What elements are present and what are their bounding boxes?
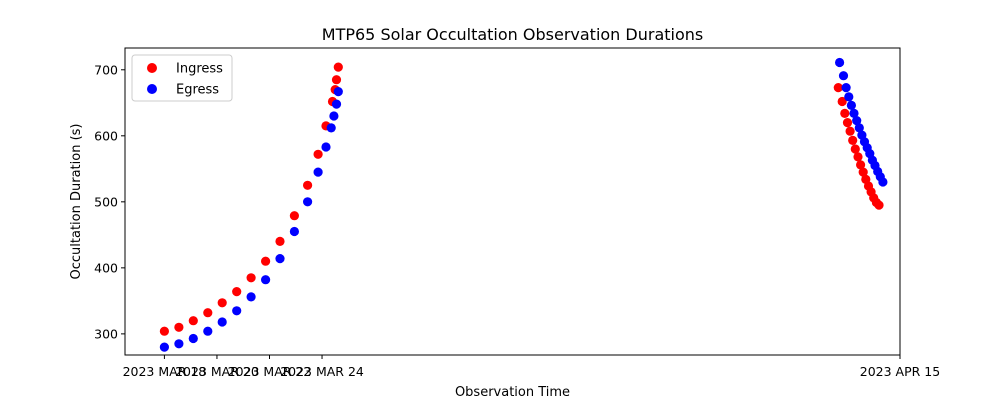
x-tick-label-0: 2023 MAR 18 (123, 364, 207, 379)
egress-point-16 (333, 87, 343, 97)
plot-frame (124, 47, 901, 356)
legend-label-ingress: Ingress (176, 62, 223, 77)
x-tick-label-4: 2023 APR 15 (860, 364, 940, 379)
y-axis-label: Occultation Duration (s) (69, 124, 84, 280)
egress-point-2 (188, 333, 198, 344)
egress-point-0 (159, 342, 169, 352)
legend-box (131, 54, 233, 102)
legend-marker-egress (147, 84, 157, 94)
ingress-point-4 (217, 298, 227, 308)
ingress-point-5 (232, 287, 242, 297)
y-tick-label-300: 300 (94, 326, 118, 341)
legend-marker-ingress (147, 63, 157, 73)
egress-point-17 (835, 57, 845, 68)
ingress-point-18 (837, 96, 847, 107)
egress-point-8 (275, 254, 285, 264)
ingress-point-2 (188, 316, 198, 326)
ingress-point-8 (275, 236, 285, 246)
egress-point-6 (246, 292, 256, 302)
egress-point-19 (841, 83, 851, 93)
egress-point-9 (289, 226, 299, 237)
egress-point-12 (321, 142, 331, 152)
egress-point-23 (852, 116, 862, 126)
egress-point-13 (326, 123, 336, 133)
ingress-point-26 (858, 167, 868, 177)
egress-point-4 (217, 317, 227, 327)
y-tick-label-700: 700 (94, 62, 118, 77)
ingress-point-0 (159, 326, 169, 336)
ingress-point-32 (874, 200, 884, 210)
y-tick-label-500: 500 (94, 194, 118, 209)
egress-point-3 (203, 326, 213, 336)
ingress-point-20 (842, 118, 853, 128)
ingress-point-16 (333, 62, 343, 72)
ingress-point-3 (203, 308, 213, 318)
chart-title: MTP65 Solar Occultation Observation Dura… (322, 25, 703, 44)
ingress-point-25 (856, 160, 866, 170)
ingress-point-9 (289, 211, 299, 221)
ingress-point-21 (845, 126, 855, 136)
egress-point-11 (313, 167, 323, 177)
egress-point-10 (303, 197, 313, 207)
ingress-point-23 (850, 144, 860, 154)
egress-point-15 (331, 99, 342, 109)
x-tick-label-3: 2023 MAR 24 (280, 364, 364, 379)
markers-layer (159, 57, 888, 352)
x-axis-label: Observation Time (455, 385, 570, 400)
y-tick-label-600: 600 (94, 128, 118, 143)
egress-point-5 (232, 306, 242, 316)
y-ticks-layer: 300 400 500 600 700 (94, 62, 125, 341)
ingress-point-7 (261, 256, 271, 266)
egress-point-18 (838, 71, 849, 81)
ingress-point-10 (303, 180, 313, 190)
ingress-point-24 (853, 152, 863, 162)
egress-point-33 (878, 177, 888, 187)
ingress-point-22 (848, 135, 858, 145)
ingress-point-11 (313, 149, 323, 159)
x-tick-label-1: 2023 MAR 20 (175, 364, 259, 379)
ingress-point-6 (246, 273, 256, 283)
egress-point-21 (846, 100, 857, 110)
legend-label-egress: Egress (176, 83, 219, 98)
ingress-point-15 (331, 75, 342, 85)
ingress-point-17 (833, 83, 843, 93)
egress-point-14 (329, 111, 339, 121)
egress-point-7 (261, 275, 271, 285)
ingress-point-1 (174, 322, 184, 332)
ingress-point-19 (840, 108, 850, 118)
egress-point-1 (174, 339, 184, 349)
x-tick-label-2: 2023 MAR 22 (228, 364, 312, 379)
egress-point-24 (854, 123, 864, 133)
y-tick-label-400: 400 (94, 260, 118, 275)
legend: Ingress Egress (131, 54, 233, 102)
egress-point-22 (849, 108, 859, 118)
egress-point-20 (844, 92, 854, 102)
